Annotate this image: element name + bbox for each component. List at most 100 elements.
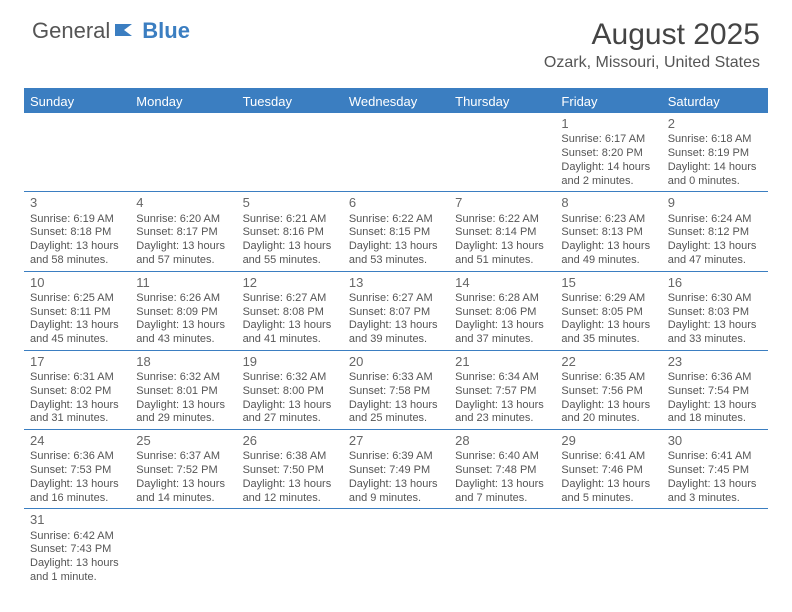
daylight-text: Daylight: 13 hours and 58 minutes. xyxy=(30,240,124,268)
sunrise-text: Sunrise: 6:22 AM xyxy=(349,213,443,227)
day-cell: 31Sunrise: 6:42 AMSunset: 7:43 PMDayligh… xyxy=(24,509,130,587)
sunrise-text: Sunrise: 6:40 AM xyxy=(455,450,549,464)
day-cell: 26Sunrise: 6:38 AMSunset: 7:50 PMDayligh… xyxy=(237,430,343,508)
sunset-text: Sunset: 8:00 PM xyxy=(243,385,337,399)
logo-text-1: General xyxy=(32,18,110,44)
sunset-text: Sunset: 7:50 PM xyxy=(243,464,337,478)
day-header: Monday xyxy=(130,90,236,113)
day-header: Sunday xyxy=(24,90,130,113)
daylight-text: Daylight: 13 hours and 53 minutes. xyxy=(349,240,443,268)
day-cell: 12Sunrise: 6:27 AMSunset: 8:08 PMDayligh… xyxy=(237,272,343,350)
sunset-text: Sunset: 7:52 PM xyxy=(136,464,230,478)
sunset-text: Sunset: 8:08 PM xyxy=(243,306,337,320)
day-number: 3 xyxy=(30,195,124,211)
daylight-text: Daylight: 13 hours and 3 minutes. xyxy=(668,478,762,506)
day-cell: 30Sunrise: 6:41 AMSunset: 7:45 PMDayligh… xyxy=(662,430,768,508)
sunset-text: Sunset: 8:13 PM xyxy=(561,226,655,240)
day-cell: 15Sunrise: 6:29 AMSunset: 8:05 PMDayligh… xyxy=(555,272,661,350)
sunrise-text: Sunrise: 6:42 AM xyxy=(30,530,124,544)
sunrise-text: Sunrise: 6:21 AM xyxy=(243,213,337,227)
day-number: 9 xyxy=(668,195,762,211)
empty-cell xyxy=(343,113,449,191)
day-header-row: SundayMondayTuesdayWednesdayThursdayFrid… xyxy=(24,90,768,113)
day-cell: 13Sunrise: 6:27 AMSunset: 8:07 PMDayligh… xyxy=(343,272,449,350)
sunset-text: Sunset: 8:05 PM xyxy=(561,306,655,320)
sunset-text: Sunset: 7:53 PM xyxy=(30,464,124,478)
day-cell: 27Sunrise: 6:39 AMSunset: 7:49 PMDayligh… xyxy=(343,430,449,508)
sunset-text: Sunset: 8:01 PM xyxy=(136,385,230,399)
week-row: 10Sunrise: 6:25 AMSunset: 8:11 PMDayligh… xyxy=(24,272,768,351)
sunset-text: Sunset: 7:49 PM xyxy=(349,464,443,478)
day-cell: 18Sunrise: 6:32 AMSunset: 8:01 PMDayligh… xyxy=(130,351,236,429)
sunrise-text: Sunrise: 6:39 AM xyxy=(349,450,443,464)
day-cell: 23Sunrise: 6:36 AMSunset: 7:54 PMDayligh… xyxy=(662,351,768,429)
day-header: Friday xyxy=(555,90,661,113)
day-header: Thursday xyxy=(449,90,555,113)
daylight-text: Daylight: 14 hours and 2 minutes. xyxy=(561,161,655,189)
sunrise-text: Sunrise: 6:32 AM xyxy=(136,371,230,385)
sunrise-text: Sunrise: 6:31 AM xyxy=(30,371,124,385)
day-number: 1 xyxy=(561,116,655,132)
sunset-text: Sunset: 8:03 PM xyxy=(668,306,762,320)
day-cell: 9 Sunrise: 6:24 AMSunset: 8:12 PMDaylight… xyxy=(662,192,768,270)
sunrise-text: Sunrise: 6:24 AM xyxy=(668,213,762,227)
day-number: 17 xyxy=(30,354,124,370)
day-cell: 24Sunrise: 6:36 AMSunset: 7:53 PMDayligh… xyxy=(24,430,130,508)
day-number: 15 xyxy=(561,275,655,291)
weeks-container: 1Sunrise: 6:17 AMSunset: 8:20 PMDaylight… xyxy=(24,113,768,588)
day-cell: 5Sunrise: 6:21 AMSunset: 8:16 PMDaylight… xyxy=(237,192,343,270)
day-cell: 7Sunrise: 6:22 AMSunset: 8:14 PMDaylight… xyxy=(449,192,555,270)
daylight-text: Daylight: 13 hours and 5 minutes. xyxy=(561,478,655,506)
sunrise-text: Sunrise: 6:37 AM xyxy=(136,450,230,464)
day-number: 20 xyxy=(349,354,443,370)
daylight-text: Daylight: 13 hours and 18 minutes. xyxy=(668,399,762,427)
sunset-text: Sunset: 7:43 PM xyxy=(30,543,124,557)
day-number: 14 xyxy=(455,275,549,291)
daylight-text: Daylight: 13 hours and 20 minutes. xyxy=(561,399,655,427)
sunset-text: Sunset: 8:06 PM xyxy=(455,306,549,320)
day-number: 29 xyxy=(561,433,655,449)
daylight-text: Daylight: 13 hours and 47 minutes. xyxy=(668,240,762,268)
sunrise-text: Sunrise: 6:30 AM xyxy=(668,292,762,306)
day-number: 24 xyxy=(30,433,124,449)
day-cell: 14Sunrise: 6:28 AMSunset: 8:06 PMDayligh… xyxy=(449,272,555,350)
sunset-text: Sunset: 8:09 PM xyxy=(136,306,230,320)
daylight-text: Daylight: 13 hours and 14 minutes. xyxy=(136,478,230,506)
day-cell: 21Sunrise: 6:34 AMSunset: 7:57 PMDayligh… xyxy=(449,351,555,429)
sunset-text: Sunset: 8:14 PM xyxy=(455,226,549,240)
day-number: 11 xyxy=(136,275,230,291)
sunrise-text: Sunrise: 6:41 AM xyxy=(561,450,655,464)
sunrise-text: Sunrise: 6:17 AM xyxy=(561,133,655,147)
empty-cell xyxy=(449,509,555,587)
daylight-text: Daylight: 13 hours and 51 minutes. xyxy=(455,240,549,268)
sunset-text: Sunset: 8:19 PM xyxy=(668,147,762,161)
day-number: 22 xyxy=(561,354,655,370)
day-number: 5 xyxy=(243,195,337,211)
logo: General Blue xyxy=(32,18,190,44)
week-row: 31Sunrise: 6:42 AMSunset: 7:43 PMDayligh… xyxy=(24,509,768,587)
sunrise-text: Sunrise: 6:18 AM xyxy=(668,133,762,147)
sunrise-text: Sunrise: 6:38 AM xyxy=(243,450,337,464)
daylight-text: Daylight: 13 hours and 33 minutes. xyxy=(668,319,762,347)
sunset-text: Sunset: 8:16 PM xyxy=(243,226,337,240)
sunrise-text: Sunrise: 6:33 AM xyxy=(349,371,443,385)
daylight-text: Daylight: 13 hours and 7 minutes. xyxy=(455,478,549,506)
daylight-text: Daylight: 13 hours and 45 minutes. xyxy=(30,319,124,347)
sunset-text: Sunset: 8:02 PM xyxy=(30,385,124,399)
day-number: 25 xyxy=(136,433,230,449)
day-number: 28 xyxy=(455,433,549,449)
sunset-text: Sunset: 8:12 PM xyxy=(668,226,762,240)
sunset-text: Sunset: 8:18 PM xyxy=(30,226,124,240)
day-number: 27 xyxy=(349,433,443,449)
daylight-text: Daylight: 13 hours and 1 minute. xyxy=(30,557,124,585)
sunrise-text: Sunrise: 6:35 AM xyxy=(561,371,655,385)
day-number: 16 xyxy=(668,275,762,291)
daylight-text: Daylight: 13 hours and 31 minutes. xyxy=(30,399,124,427)
day-cell: 25Sunrise: 6:37 AMSunset: 7:52 PMDayligh… xyxy=(130,430,236,508)
day-cell: 28Sunrise: 6:40 AMSunset: 7:48 PMDayligh… xyxy=(449,430,555,508)
title-block: August 2025 Ozark, Missouri, United Stat… xyxy=(544,18,760,72)
day-number: 19 xyxy=(243,354,337,370)
day-number: 18 xyxy=(136,354,230,370)
sunset-text: Sunset: 7:46 PM xyxy=(561,464,655,478)
daylight-text: Daylight: 13 hours and 37 minutes. xyxy=(455,319,549,347)
